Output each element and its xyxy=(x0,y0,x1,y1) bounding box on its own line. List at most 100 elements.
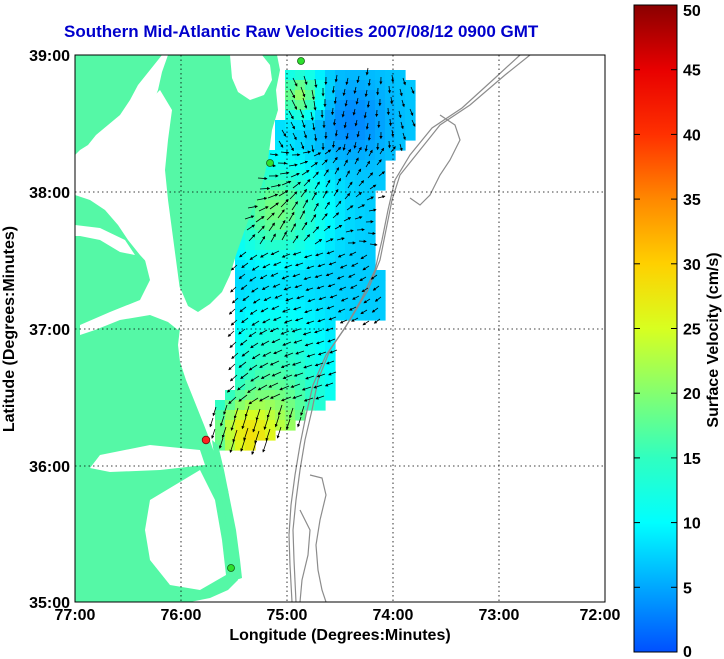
velocity-cell xyxy=(305,260,316,271)
velocity-arrow xyxy=(321,159,328,166)
velocity-arrow xyxy=(368,208,377,212)
velocity-arrow xyxy=(313,152,322,157)
velocity-arrow xyxy=(280,330,290,335)
velocity-cell xyxy=(255,200,266,211)
velocity-arrow xyxy=(239,306,247,313)
velocity-cell xyxy=(245,260,256,271)
velocity-cell xyxy=(365,100,376,111)
velocity-cell xyxy=(275,240,286,251)
velocity-cell xyxy=(355,300,366,311)
velocity-arrow xyxy=(305,375,315,380)
velocity-cell xyxy=(335,160,346,171)
velocity-arrow xyxy=(277,404,283,416)
velocity-cell xyxy=(395,120,406,131)
velocity-arrow xyxy=(231,352,239,360)
velocity-arrow xyxy=(229,374,238,382)
velocity-arrow xyxy=(259,362,269,368)
velocity-arrow xyxy=(304,309,313,314)
velocity-arrow xyxy=(317,263,326,268)
colorbar-tick-label: 15 xyxy=(683,451,701,468)
velocity-cell xyxy=(295,200,306,211)
velocity-cell xyxy=(385,140,396,151)
velocity-arrow xyxy=(220,415,225,427)
velocity-cell xyxy=(285,330,296,341)
velocity-cell xyxy=(345,110,356,121)
velocity-arrow xyxy=(334,74,338,83)
velocity-arrow xyxy=(270,183,282,188)
velocity-arrow xyxy=(248,397,259,405)
velocity-cell xyxy=(375,90,386,101)
velocity-arrow xyxy=(251,287,259,293)
velocity-arrow xyxy=(362,265,370,271)
velocity-arrow xyxy=(282,374,293,380)
velocity-arrow xyxy=(339,264,348,269)
velocity-arrow xyxy=(279,219,286,230)
velocity-arrow xyxy=(379,147,385,155)
velocity-arrow xyxy=(353,141,357,149)
velocity-arrow xyxy=(312,122,316,131)
velocity-arrow xyxy=(302,150,311,154)
velocity-cell xyxy=(325,120,336,131)
velocity-cell xyxy=(305,200,316,211)
velocity-cell xyxy=(345,310,356,321)
velocity-arrow xyxy=(248,364,258,371)
velocity-cell xyxy=(335,100,346,111)
velocity-arrow xyxy=(232,429,238,443)
velocity-arrow xyxy=(348,306,357,311)
velocity-cell xyxy=(385,150,396,161)
velocity-arrow xyxy=(268,222,275,232)
velocity-cell xyxy=(365,190,376,201)
velocity-arrow xyxy=(332,212,340,219)
velocity-cell xyxy=(315,190,326,201)
velocity-arrow xyxy=(223,404,228,416)
velocity-cell xyxy=(255,210,266,221)
velocity-cell xyxy=(325,160,336,171)
velocity-cell xyxy=(315,120,326,131)
velocity-cell xyxy=(365,220,376,231)
velocity-cell xyxy=(345,120,356,131)
velocity-cell xyxy=(335,110,346,121)
colorbar-title: Surface Velocity (cm/s) xyxy=(705,252,722,427)
velocity-cell xyxy=(305,310,316,321)
velocity-cell xyxy=(375,70,386,81)
velocity-arrow xyxy=(293,372,304,377)
velocity-cell xyxy=(255,320,266,331)
velocity-arrow xyxy=(307,298,316,303)
velocity-cell xyxy=(365,310,376,321)
velocity-cell xyxy=(365,90,376,101)
velocity-arrow xyxy=(303,179,311,187)
velocity-arrow xyxy=(344,192,351,200)
velocity-cell xyxy=(285,220,296,231)
velocity-cell xyxy=(275,350,286,361)
velocity-arrow xyxy=(260,252,269,258)
velocity-arrow xyxy=(257,384,268,391)
velocity-arrow xyxy=(281,129,287,137)
station-cape-hatteras xyxy=(227,564,235,572)
velocity-arrow xyxy=(387,85,392,94)
velocity-arrow xyxy=(230,286,237,293)
velocity-cell xyxy=(315,210,326,221)
velocity-arrow xyxy=(270,272,279,277)
velocity-cell xyxy=(315,230,326,241)
y-tick-label: 36:00 xyxy=(29,459,70,476)
velocity-cell xyxy=(215,400,226,411)
colorbar-tick-label: 20 xyxy=(683,386,701,403)
velocity-arrow xyxy=(289,143,294,152)
velocity-cell xyxy=(295,400,306,411)
velocity-arrow xyxy=(241,350,250,357)
velocity-cell xyxy=(275,150,286,161)
velocity-cell xyxy=(235,400,246,411)
velocity-arrow xyxy=(301,169,310,176)
velocity-arrow xyxy=(332,156,338,164)
velocity-arrow xyxy=(354,157,359,165)
velocity-cell xyxy=(345,200,356,211)
velocity-arrow xyxy=(325,272,334,277)
velocity-cell xyxy=(365,80,376,91)
velocity-arrow xyxy=(303,397,314,402)
velocity-cell xyxy=(405,100,416,111)
velocity-arrow xyxy=(259,235,266,245)
velocity-cell xyxy=(275,300,286,311)
velocity-cell xyxy=(345,220,356,231)
velocity-cell xyxy=(245,310,256,321)
velocity-arrow xyxy=(352,108,356,116)
